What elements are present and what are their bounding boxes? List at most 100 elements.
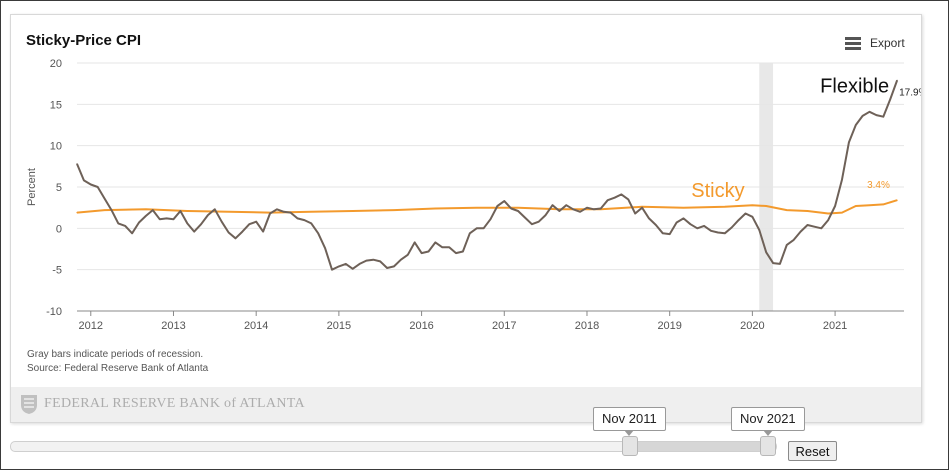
data-point-flexible <box>875 114 878 116</box>
data-point-flexible <box>469 232 471 234</box>
data-point-flexible <box>331 269 333 271</box>
data-point-sticky <box>145 208 147 210</box>
data-point-sticky <box>103 209 106 211</box>
data-point-flexible <box>455 252 457 254</box>
data-point-flexible <box>510 207 512 210</box>
data-point-flexible <box>372 259 374 261</box>
series-line-flexible <box>76 80 899 271</box>
data-point-flexible <box>551 204 554 206</box>
data-point-flexible <box>310 222 312 224</box>
fed-atlanta-logo: FEDERAL RESERVE BANK of ATLANTA <box>19 393 305 415</box>
data-point-flexible <box>862 115 864 117</box>
data-point-flexible <box>338 265 340 267</box>
data-point-sticky <box>228 211 230 213</box>
flexible-annotation: Flexible <box>820 75 889 97</box>
data-point-sticky <box>751 204 753 206</box>
flexible-end-label: 17.9% <box>899 87 921 98</box>
data-point-flexible <box>83 179 85 181</box>
data-point-flexible <box>441 246 443 248</box>
navigator-track[interactable] <box>10 441 777 452</box>
data-point-flexible <box>290 212 292 214</box>
data-point-flexible <box>703 225 705 227</box>
export-button[interactable]: Export <box>845 36 905 50</box>
data-point-flexible <box>545 214 547 216</box>
data-point-flexible <box>76 163 78 165</box>
data-point-flexible <box>882 116 884 118</box>
data-point-flexible <box>386 267 388 269</box>
data-point-flexible <box>806 224 809 226</box>
y-tick-label: -10 <box>46 306 62 318</box>
navigator-start-label: Nov 2011 <box>593 407 666 436</box>
data-point-flexible <box>565 204 567 206</box>
data-point-flexible <box>772 262 774 264</box>
data-point-sticky <box>855 205 857 207</box>
menu-icon <box>845 37 861 50</box>
data-point-flexible <box>145 215 147 217</box>
data-point-flexible <box>765 251 767 253</box>
data-point-flexible <box>558 210 561 212</box>
y-tick-label: 5 <box>56 182 62 194</box>
data-point-flexible <box>276 208 278 210</box>
data-point-flexible <box>124 225 126 227</box>
data-point-flexible <box>586 207 588 209</box>
data-point-flexible <box>675 221 678 224</box>
data-point-flexible <box>503 200 505 202</box>
data-point-sticky <box>186 210 188 212</box>
data-point-flexible <box>303 219 306 221</box>
data-point-flexible <box>600 207 602 210</box>
data-point-sticky <box>868 204 871 206</box>
x-tick-label: 2016 <box>409 320 433 332</box>
x-tick-label: 2020 <box>740 320 764 332</box>
data-point-flexible <box>613 197 616 199</box>
data-point-flexible <box>200 223 202 225</box>
data-point-flexible <box>517 210 519 212</box>
data-point-sticky <box>393 209 395 211</box>
y-tick-label: 15 <box>50 99 62 111</box>
x-tick-label: 2019 <box>657 320 681 332</box>
data-point-flexible <box>193 231 195 233</box>
data-point-flexible <box>607 199 609 201</box>
y-axis-title: Percent <box>26 168 38 206</box>
data-point-flexible <box>131 232 133 234</box>
data-point-flexible <box>262 231 264 233</box>
x-tick-label: 2012 <box>79 320 103 332</box>
data-point-flexible <box>414 241 416 243</box>
data-point-sticky <box>517 207 519 209</box>
data-point-sticky <box>896 199 898 201</box>
data-point-flexible <box>572 208 574 210</box>
data-point-flexible <box>696 227 698 229</box>
data-point-flexible <box>531 223 533 225</box>
data-point-flexible <box>420 252 423 254</box>
navigator-selected-range[interactable] <box>629 442 767 451</box>
y-tick-label: 0 <box>56 223 62 235</box>
data-point-flexible <box>889 98 891 100</box>
data-point-flexible <box>744 212 747 215</box>
data-point-flexible <box>283 211 285 213</box>
data-point-flexible <box>462 250 464 253</box>
data-point-flexible <box>400 259 402 261</box>
data-point-sticky <box>841 212 843 214</box>
data-point-flexible <box>296 217 299 220</box>
data-point-flexible <box>165 217 168 220</box>
navigator-end-label: Nov 2021 <box>731 407 805 436</box>
data-point-flexible <box>234 237 237 239</box>
eagle-seal-icon <box>21 395 37 414</box>
data-point-flexible <box>407 254 409 256</box>
data-point-flexible <box>427 250 430 253</box>
data-point-flexible <box>221 221 223 223</box>
reset-button[interactable]: Reset <box>788 441 837 461</box>
data-point-flexible <box>738 219 740 221</box>
y-tick-label: 10 <box>50 141 62 153</box>
data-point-flexible <box>724 232 726 234</box>
data-point-flexible <box>834 205 836 207</box>
data-point-flexible <box>393 265 395 267</box>
logo-wordmark: FEDERAL RESERVE BANK of ATLANTA <box>44 396 305 411</box>
data-point-sticky <box>76 212 78 214</box>
data-point-flexible <box>448 246 450 248</box>
data-point-flexible <box>717 231 719 234</box>
data-point-flexible <box>800 231 802 233</box>
navigator-end-handle[interactable] <box>760 436 776 456</box>
data-point-flexible <box>662 232 664 234</box>
navigator-start-handle[interactable] <box>622 436 638 456</box>
data-point-sticky <box>434 207 436 210</box>
